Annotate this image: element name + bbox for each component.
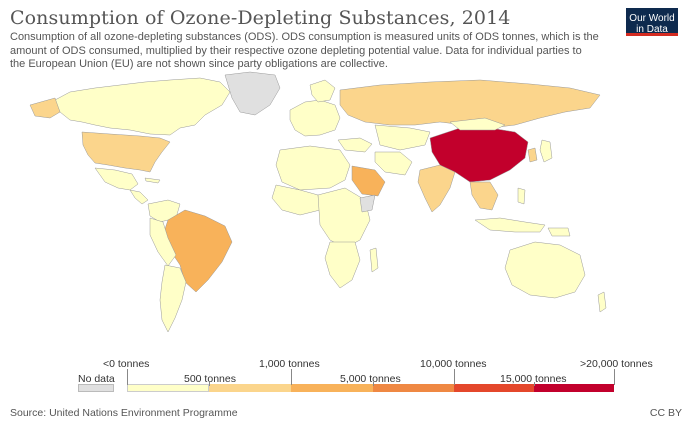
logo-accent-bar [626, 33, 678, 36]
legend-label-5000: 5,000 tonnes [340, 373, 401, 385]
legend-tick [454, 369, 455, 385]
country-mexico [94, 167, 139, 191]
country-cuba [144, 177, 161, 184]
legend-bin-1000-5000 [291, 384, 373, 392]
country-usa [81, 131, 171, 173]
license-label[interactable]: CC BY [649, 407, 682, 419]
country-russia [339, 79, 601, 129]
owid-logo[interactable]: Our World in Data [626, 8, 678, 36]
world-map[interactable] [0, 70, 692, 355]
legend-bin-10000-15000 [454, 384, 534, 392]
country-australia [504, 241, 586, 299]
country-india [417, 164, 456, 213]
country-southern-africa [324, 241, 361, 289]
country-north-africa [275, 145, 351, 191]
country-turkey [337, 137, 373, 153]
legend-tick [373, 382, 374, 386]
legend-tick [614, 369, 615, 385]
legend-label-lt0: <0 tonnes [103, 358, 150, 370]
country-somalia [359, 194, 376, 213]
country-new-zealand [597, 291, 607, 313]
country-saudi-arabia [351, 165, 386, 197]
legend-tick [127, 369, 128, 385]
source-note[interactable]: Source: United Nations Environment Progr… [10, 407, 238, 419]
legend-label-15000: 15,000 tonnes [500, 373, 567, 385]
country-canada [54, 77, 231, 136]
country-europe [289, 99, 341, 137]
logo-line-1: Our World [629, 12, 675, 24]
country-png [547, 227, 571, 237]
country-philippines [517, 187, 526, 205]
country-madagascar [369, 247, 379, 273]
legend-label-500: 500 tonnes [184, 373, 236, 385]
legend-bin-0-500 [127, 384, 209, 392]
country-peru [149, 217, 177, 267]
country-west-africa [271, 184, 321, 216]
country-argentina [159, 264, 187, 333]
chart-subtitle: Consumption of all ozone-depleting subst… [10, 31, 599, 70]
legend-tick [291, 369, 292, 385]
country-central-africa [317, 187, 371, 249]
legend-tick [534, 382, 535, 386]
country-greenland [224, 71, 281, 116]
legend-label-10000: 10,000 tonnes [420, 358, 487, 370]
legend-tick [209, 382, 210, 386]
legend-label-gt20000: >20,000 tonnes [580, 358, 653, 370]
logo-line-2: in Data [636, 23, 668, 35]
country-kazakhstan [374, 124, 431, 151]
legend-bin-5000-10000 [373, 384, 454, 392]
legend-no-data-label: No data [78, 373, 115, 385]
country-scandinavia [309, 79, 336, 103]
legend-label-1000: 1,000 tonnes [259, 358, 320, 370]
country-indonesia [474, 217, 546, 233]
country-korea [527, 147, 538, 163]
chart-title: Consumption of Ozone-Depleting Substance… [10, 7, 511, 29]
legend-bin-500-1000 [209, 384, 291, 392]
country-iran [374, 151, 413, 176]
legend-no-data-swatch [78, 384, 114, 392]
legend: No data <0 tonnes 1,000 tonnes 10,000 to… [0, 358, 692, 394]
legend-bin-15000-20000 [534, 384, 614, 392]
country-central-america [129, 189, 149, 205]
country-mongolia [449, 117, 506, 131]
country-southeast-asia [469, 181, 499, 211]
country-japan [539, 139, 553, 163]
country-alaska [29, 97, 61, 119]
